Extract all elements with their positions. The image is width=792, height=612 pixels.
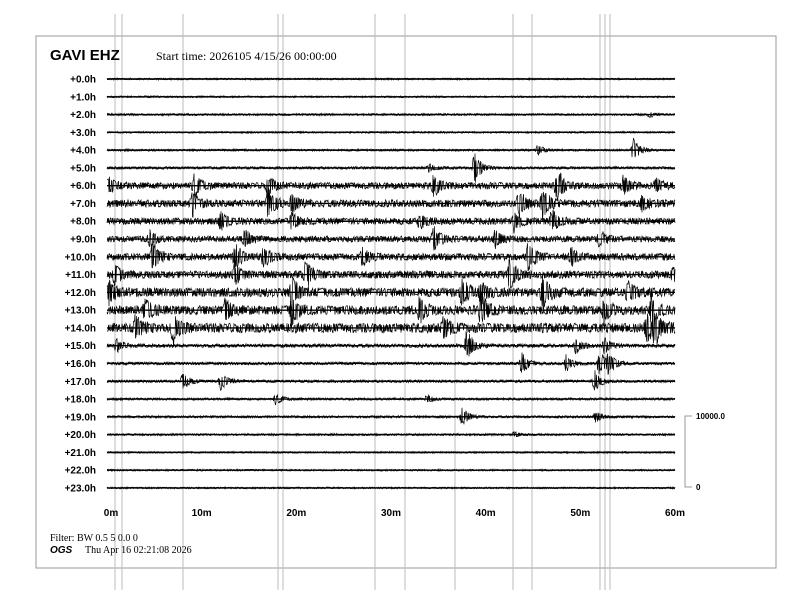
row-label: +3.0h bbox=[70, 128, 96, 139]
trace-row bbox=[106, 394, 676, 406]
row-label: +4.0h bbox=[70, 146, 96, 157]
traces bbox=[106, 76, 676, 491]
trace-row bbox=[106, 258, 676, 289]
station-title: GAVI EHZ bbox=[50, 47, 120, 64]
trace-row bbox=[106, 331, 676, 357]
filter-info: Filter: BW 0.5 5 0.0 0 bbox=[50, 533, 138, 544]
trace-row bbox=[106, 137, 676, 158]
row-label: +23.0h bbox=[65, 483, 96, 494]
x-tick-label: 0m bbox=[104, 508, 119, 519]
row-label: +5.0h bbox=[70, 163, 96, 174]
scale-bottom-label: 0 bbox=[696, 483, 701, 492]
trace-row bbox=[106, 187, 676, 222]
artifact-lines bbox=[114, 14, 611, 590]
trace-row bbox=[106, 407, 676, 425]
trace-row bbox=[106, 240, 676, 272]
row-label: +19.0h bbox=[65, 412, 96, 423]
row-label: +21.0h bbox=[65, 448, 96, 459]
plot-timestamp: Thu Apr 16 02:21:08 2026 bbox=[85, 545, 192, 556]
row-label: +16.0h bbox=[65, 359, 96, 370]
row-label: +10.0h bbox=[65, 252, 96, 263]
trace-row bbox=[106, 352, 676, 375]
row-label: +0.0h bbox=[70, 75, 96, 86]
x-tick-label: 50m bbox=[570, 508, 590, 519]
row-label: +6.0h bbox=[70, 181, 96, 192]
x-tick-label: 10m bbox=[192, 508, 212, 519]
trace-row bbox=[106, 312, 676, 348]
row-label: +8.0h bbox=[70, 217, 96, 228]
plot-frame bbox=[35, 35, 777, 569]
row-label: +12.0h bbox=[65, 288, 96, 299]
row-label: +15.0h bbox=[65, 341, 96, 352]
row-label: +20.0h bbox=[65, 430, 96, 441]
row-labels: +0.0h +1.0h +2.0h +3.0h +4.0h +5.0h +6.0h +7.0h… bbox=[65, 75, 96, 495]
scale-bar-bracket bbox=[684, 415, 692, 488]
scale-bar: 10000.0 0 bbox=[684, 412, 725, 492]
row-label: +14.0h bbox=[65, 323, 96, 334]
scale-top-label: 10000.0 bbox=[696, 412, 725, 421]
row-label: +13.0h bbox=[65, 306, 96, 317]
x-tick-label: 60m bbox=[665, 508, 685, 519]
trace-row bbox=[106, 291, 676, 328]
x-tick-labels: 0m 10m 20m 30m 40m 50m 60m bbox=[104, 508, 685, 519]
row-label: +17.0h bbox=[65, 377, 96, 388]
org-label: OGS bbox=[50, 545, 73, 556]
row-label: +18.0h bbox=[65, 395, 96, 406]
row-label: +1.0h bbox=[70, 92, 96, 103]
row-label: +22.0h bbox=[65, 466, 96, 477]
x-tick-label: 40m bbox=[476, 508, 496, 519]
x-tick-label: 30m bbox=[381, 508, 401, 519]
trace-row bbox=[106, 172, 676, 201]
row-label: +2.0h bbox=[70, 110, 96, 121]
start-time: Start time: 2026105 4/15/26 00:00:00 bbox=[156, 49, 337, 63]
trace-row bbox=[106, 370, 676, 391]
row-label: +9.0h bbox=[70, 235, 96, 246]
trace-row bbox=[106, 226, 676, 251]
x-tick-label: 20m bbox=[286, 508, 306, 519]
row-label: +11.0h bbox=[65, 270, 96, 281]
trace-row bbox=[106, 209, 676, 234]
row-label: +7.0h bbox=[70, 199, 96, 210]
